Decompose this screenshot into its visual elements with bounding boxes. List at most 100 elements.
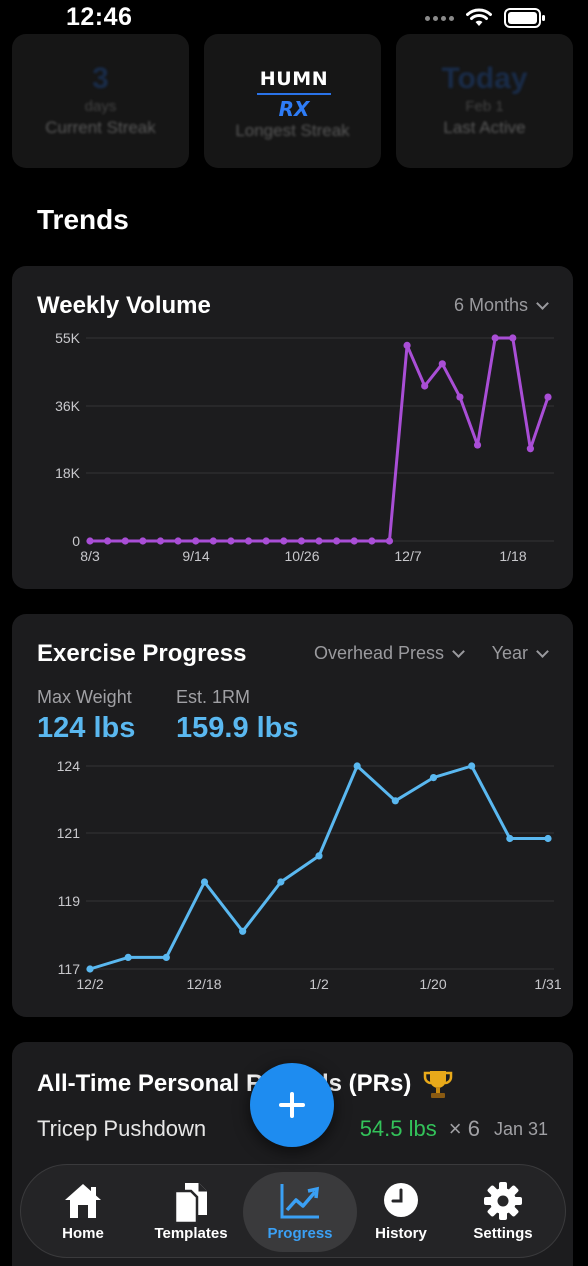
y-tick-label: 119	[58, 893, 81, 909]
status-icons	[425, 8, 546, 28]
est-1rm-label: Est. 1RM	[176, 687, 251, 707]
data-point	[350, 537, 358, 545]
stats-row: 3 days Current Streak Longest Streak Tod…	[12, 34, 576, 168]
last-active-label: Last Active	[443, 118, 526, 137]
y-tick-label: 55K	[55, 330, 81, 346]
history-icon	[384, 1183, 418, 1217]
max-weight-value: 124 lbs	[37, 712, 136, 744]
exercise-progress-chart: 117 119 121 124 12/2 12/18 1/2 1/20 1/31	[57, 758, 562, 992]
tab-settings[interactable]: Settings	[461, 1165, 545, 1259]
max-weight-label: Max Weight	[37, 687, 132, 707]
x-tick-label: 1/31	[534, 976, 561, 992]
data-point	[192, 537, 200, 545]
data-point	[124, 953, 132, 961]
status-bar: 12:46	[0, 0, 588, 36]
data-point	[174, 537, 182, 545]
data-point	[403, 341, 411, 349]
data-point	[421, 382, 429, 390]
current-streak-unit: days	[84, 98, 117, 115]
data-point	[353, 762, 361, 770]
pr-reps: × 6	[448, 1116, 480, 1141]
weekly-volume-range-label: 6 Months	[453, 295, 528, 315]
y-tick-label: 36K	[55, 398, 81, 414]
add-workout-button[interactable]	[250, 1063, 334, 1147]
x-tick-label: 12/2	[76, 976, 103, 992]
tab-settings-label: Settings	[473, 1225, 533, 1242]
current-streak-value: 3	[92, 62, 109, 95]
longest-streak-card: Longest Streak	[204, 34, 381, 168]
weekly-volume-range-dropdown[interactable]: 6 Months	[453, 295, 549, 316]
last-active-card: Today Feb 1 Last Active	[396, 34, 573, 168]
personal-records-header: All-Time Personal Records (PRs)	[37, 1068, 453, 1100]
exercise-select-label: Overhead Press	[314, 643, 445, 663]
data-point	[333, 537, 341, 545]
last-active-date: Feb 1	[465, 98, 504, 115]
tab-templates[interactable]: Templates	[145, 1165, 237, 1259]
x-tick-label: 1/18	[499, 548, 526, 564]
data-point	[473, 441, 482, 449]
home-icon	[65, 1184, 101, 1218]
y-tick-label: 124	[57, 758, 81, 774]
data-point	[239, 927, 247, 935]
data-point	[104, 537, 112, 545]
battery-icon	[504, 8, 545, 28]
y-tick-label: 121	[57, 825, 81, 841]
data-point	[200, 878, 209, 886]
personal-records-title: All-Time Personal Records (PRs)	[37, 1070, 412, 1097]
data-point	[368, 537, 376, 545]
data-point	[244, 537, 253, 545]
exercise-progress-card: Exercise Progress Overhead Press Year Ma…	[12, 614, 573, 1017]
longest-streak-label: Longest Streak	[235, 121, 350, 140]
tab-home[interactable]: Home	[43, 1165, 123, 1259]
exercise-select-dropdown[interactable]: Overhead Press	[314, 643, 465, 664]
weekly-volume-chart: 0 18K 36K 55K 8/3 9/14 10/26 12/7 1/18	[55, 330, 554, 564]
last-active-value: Today	[441, 62, 528, 95]
data-point	[297, 537, 305, 545]
signal-icon	[425, 15, 454, 21]
pr-exercise-name: Tricep Pushdown	[37, 1116, 207, 1141]
trophy-icon	[424, 1071, 453, 1098]
data-point	[315, 852, 323, 860]
pr-row[interactable]: Tricep Pushdown 54.5 lbs × 6 Jan 31	[37, 1116, 548, 1142]
data-point	[227, 537, 235, 545]
x-tick-label: 10/26	[284, 548, 319, 564]
current-streak-label: Current Streak	[45, 118, 156, 137]
tab-history[interactable]: History	[361, 1165, 441, 1259]
data-point	[209, 537, 217, 545]
data-point	[280, 537, 288, 545]
weekly-volume-title: Weekly Volume	[37, 292, 211, 319]
data-point	[315, 537, 323, 545]
x-tick-label: 1/20	[419, 976, 446, 992]
y-tick-label: 18K	[55, 465, 81, 481]
x-tick-label: 12/18	[186, 976, 221, 992]
est-1rm-value: 159.9 lbs	[176, 712, 299, 744]
data-point	[121, 537, 129, 545]
templates-icon	[173, 1183, 207, 1225]
data-point	[456, 393, 464, 401]
logo-text-bottom: RX	[278, 97, 310, 121]
data-point	[509, 334, 517, 342]
exercise-range-dropdown[interactable]: Year	[492, 643, 549, 664]
weekly-volume-card: Weekly Volume 6 Months 0 18K 36K 55K 8/3 9/14…	[12, 266, 573, 589]
plus-icon	[279, 1092, 305, 1118]
x-tick-label: 8/3	[80, 548, 100, 564]
logo-text-top: HUMN	[259, 68, 329, 90]
data-point	[262, 537, 270, 545]
data-point	[86, 965, 94, 973]
data-point	[468, 762, 476, 770]
data-point	[277, 878, 285, 886]
series-line	[90, 336, 550, 543]
app-logo: HUMN RX	[257, 68, 331, 121]
x-tick-label: 9/14	[182, 548, 209, 564]
data-point	[139, 537, 147, 545]
data-point	[86, 537, 94, 545]
data-point	[385, 537, 394, 545]
pr-weight: 54.5 lbs	[359, 1116, 437, 1141]
tab-progress[interactable]: Progress	[243, 1172, 357, 1252]
tab-templates-label: Templates	[154, 1225, 228, 1242]
logo-divider	[257, 93, 331, 95]
data-point	[391, 797, 399, 805]
tab-progress-label: Progress	[267, 1225, 333, 1242]
data-point	[526, 445, 534, 453]
x-tick-label: 12/7	[394, 548, 421, 564]
